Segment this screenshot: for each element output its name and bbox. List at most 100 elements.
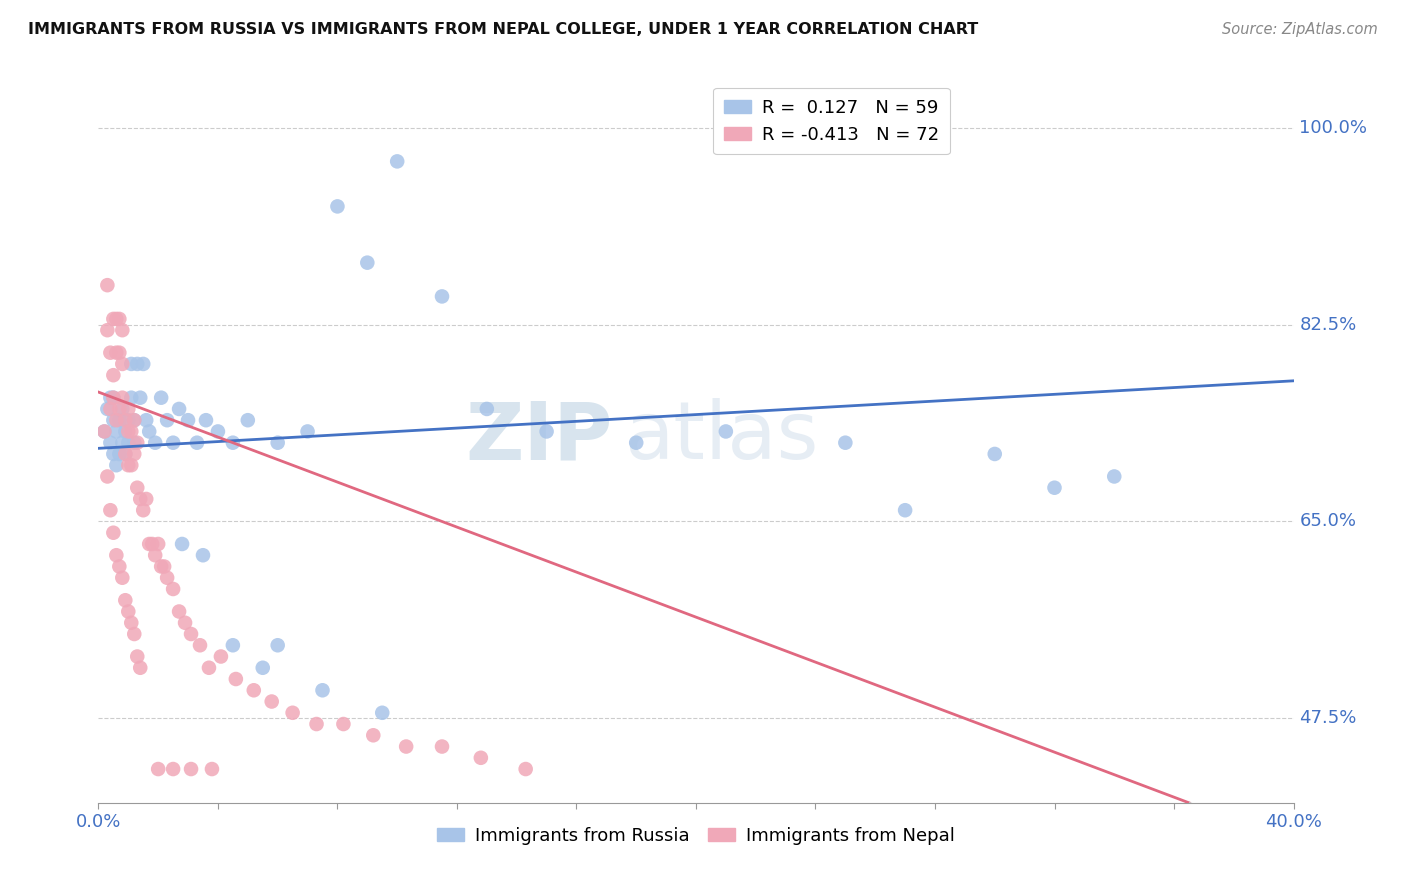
Point — [108, 447, 131, 461]
Point — [305, 717, 328, 731]
Point — [111, 571, 134, 585]
Point — [188, 638, 211, 652]
Point — [356, 255, 378, 269]
Point — [180, 627, 202, 641]
Point — [260, 694, 283, 708]
Text: IMMIGRANTS FROM RUSSIA VS IMMIGRANTS FROM NEPAL COLLEGE, UNDER 1 YEAR CORRELATIO: IMMIGRANTS FROM RUSSIA VS IMMIGRANTS FRO… — [28, 22, 979, 37]
Point — [105, 345, 128, 359]
Point — [111, 401, 134, 416]
Point — [626, 435, 648, 450]
Point — [252, 661, 274, 675]
Point — [385, 154, 409, 169]
Point — [114, 413, 136, 427]
Point — [111, 435, 134, 450]
Point — [127, 357, 149, 371]
Point — [162, 582, 184, 596]
Point — [103, 525, 125, 540]
Point — [536, 425, 558, 439]
Point — [834, 435, 856, 450]
Point — [153, 559, 176, 574]
Point — [96, 401, 118, 416]
Point — [143, 548, 166, 562]
Point — [167, 401, 190, 416]
Point — [129, 661, 152, 675]
Point — [172, 537, 194, 551]
Point — [138, 425, 160, 439]
Point — [225, 672, 247, 686]
Point — [156, 413, 179, 427]
Point — [96, 278, 118, 293]
Point — [894, 503, 917, 517]
Point — [111, 357, 134, 371]
Point — [132, 357, 155, 371]
Point — [124, 627, 146, 641]
Point — [98, 345, 122, 359]
Point — [108, 413, 131, 427]
Point — [201, 762, 224, 776]
Point — [470, 751, 492, 765]
Point — [127, 435, 149, 450]
Point — [430, 289, 453, 303]
Point — [120, 425, 142, 439]
Point — [124, 413, 146, 427]
Point — [475, 401, 498, 416]
Point — [98, 503, 122, 517]
Point — [326, 199, 349, 213]
Point — [108, 559, 131, 574]
Point — [148, 762, 170, 776]
Point — [105, 425, 128, 439]
Point — [174, 615, 197, 630]
Point — [111, 391, 134, 405]
Point — [198, 661, 221, 675]
Point — [114, 425, 136, 439]
Point — [177, 413, 200, 427]
Point — [207, 425, 229, 439]
Point — [138, 537, 160, 551]
Text: 100.0%: 100.0% — [1299, 119, 1368, 136]
Point — [103, 368, 125, 383]
Point — [124, 435, 146, 450]
Point — [332, 717, 354, 731]
Point — [111, 323, 134, 337]
Point — [515, 762, 537, 776]
Point — [103, 447, 125, 461]
Text: 47.5%: 47.5% — [1299, 709, 1357, 727]
Point — [103, 391, 125, 405]
Point — [297, 425, 319, 439]
Point — [1104, 469, 1126, 483]
Point — [120, 357, 142, 371]
Point — [120, 458, 142, 473]
Point — [281, 706, 304, 720]
Point — [108, 401, 131, 416]
Point — [143, 435, 166, 450]
Point — [117, 401, 139, 416]
Point — [148, 537, 170, 551]
Point — [195, 413, 218, 427]
Point — [363, 728, 385, 742]
Point — [430, 739, 453, 754]
Point — [371, 706, 394, 720]
Point — [395, 739, 418, 754]
Point — [243, 683, 266, 698]
Point — [186, 435, 208, 450]
Point — [127, 481, 149, 495]
Point — [129, 491, 152, 506]
Point — [98, 401, 122, 416]
Point — [714, 425, 737, 439]
Point — [103, 413, 125, 427]
Point — [150, 391, 173, 405]
Point — [114, 447, 136, 461]
Point — [117, 425, 139, 439]
Point — [117, 435, 139, 450]
Text: 82.5%: 82.5% — [1299, 316, 1357, 334]
Point — [135, 413, 157, 427]
Point — [236, 413, 259, 427]
Point — [141, 537, 163, 551]
Point — [114, 447, 136, 461]
Point — [114, 593, 136, 607]
Point — [117, 413, 139, 427]
Point — [150, 559, 173, 574]
Text: atlas: atlas — [624, 398, 818, 476]
Point — [222, 638, 245, 652]
Point — [96, 469, 118, 483]
